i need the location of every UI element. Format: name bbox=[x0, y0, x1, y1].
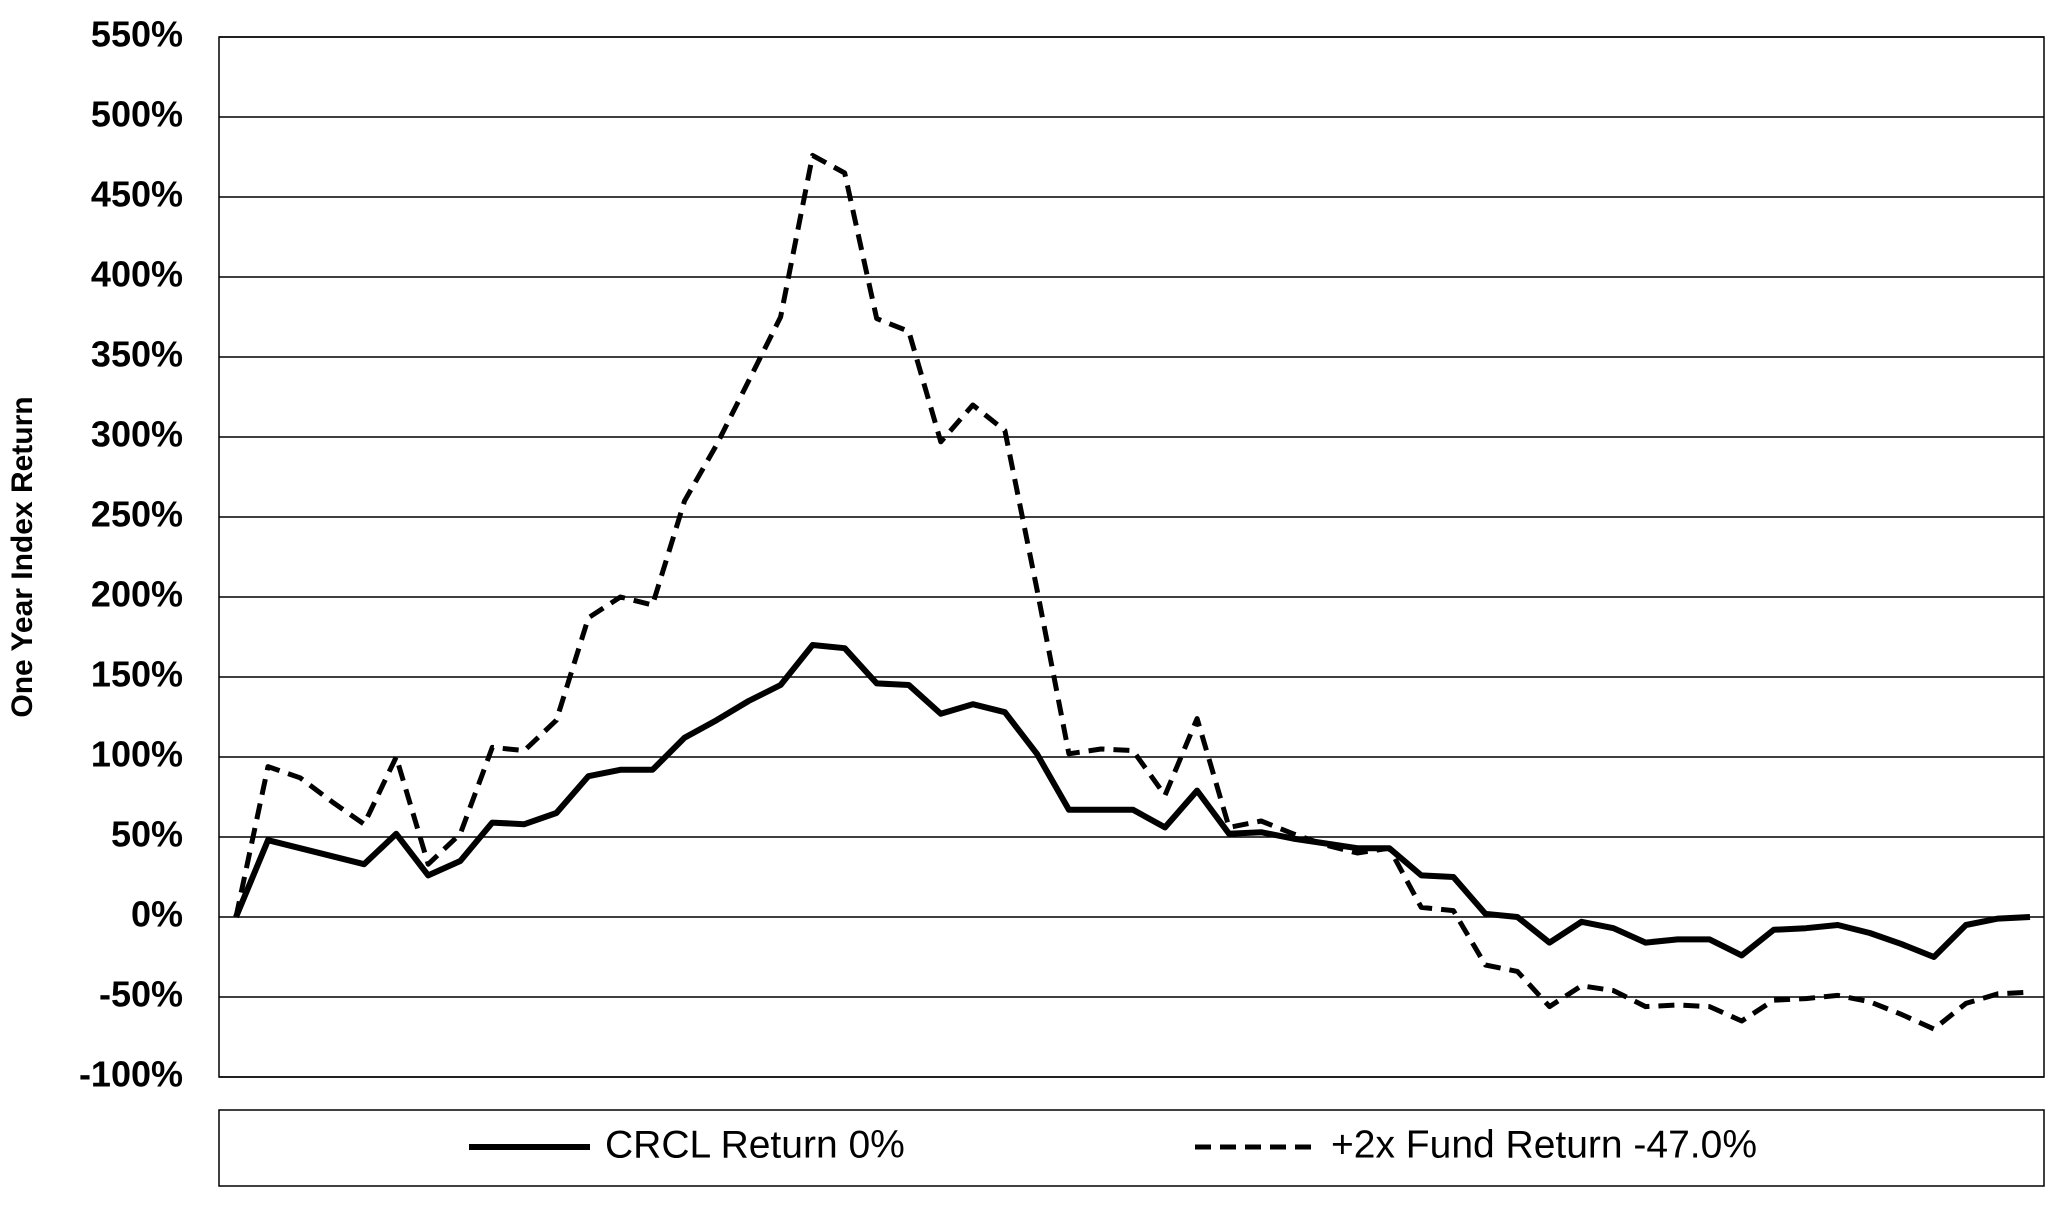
y-tick-label: 350% bbox=[91, 334, 183, 375]
y-tick-label: 200% bbox=[91, 574, 183, 615]
legend-label: CRCL Return 0% bbox=[605, 1123, 905, 1166]
y-tick-label: 250% bbox=[91, 494, 183, 535]
y-tick-label: 150% bbox=[91, 654, 183, 695]
series-line bbox=[233, 642, 2031, 960]
y-tick-label: 50% bbox=[111, 814, 183, 855]
y-tick-label: -50% bbox=[99, 974, 183, 1015]
y-tick-label: -100% bbox=[79, 1054, 183, 1095]
y-tick-label: 400% bbox=[91, 254, 183, 295]
series-line bbox=[233, 152, 2031, 1032]
y-tick-label: 550% bbox=[91, 14, 183, 55]
y-tick-label: 0% bbox=[131, 894, 183, 935]
y-tick-label: 100% bbox=[91, 734, 183, 775]
y-tick-label: 300% bbox=[91, 414, 183, 455]
y-tick-label: 450% bbox=[91, 174, 183, 215]
y-axis-label: One Year Index Return bbox=[6, 396, 39, 717]
legend-box bbox=[218, 1109, 2045, 1187]
y-tick-label: 500% bbox=[91, 94, 183, 135]
legend-label: +2x Fund Return -47.0% bbox=[1331, 1123, 1757, 1166]
